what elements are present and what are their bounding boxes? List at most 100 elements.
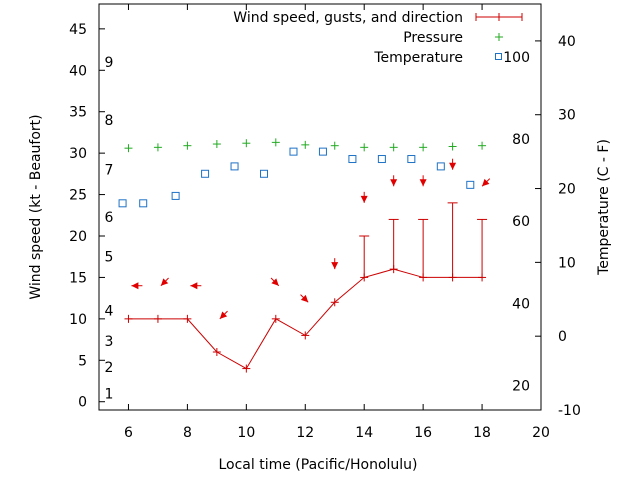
y-tick-label: 35 [69, 105, 87, 121]
temperature-point [318, 147, 327, 156]
temperature-point [171, 191, 180, 200]
beaufort-label: 2 [105, 360, 114, 376]
pressure-point [478, 141, 487, 150]
x-tick-label: 14 [355, 425, 373, 441]
y2-axis-label: Temperature (C - F) [596, 139, 612, 276]
wind-direction-arrow [270, 277, 280, 287]
x-tick-label: 18 [473, 425, 491, 441]
legend-pressure-label: Pressure [403, 30, 463, 46]
pressure-point [124, 144, 133, 153]
y-tick-label: 5 [78, 353, 87, 369]
fahrenheit-label: 40 [512, 297, 530, 313]
legend: Wind speed, gusts, and direction Pressur… [233, 10, 523, 66]
legend-wind-label: Wind speed, gusts, and direction [233, 10, 463, 26]
temperature-point [436, 162, 445, 171]
wind-point [330, 298, 339, 307]
y-tick-label: 15 [69, 270, 87, 286]
beaufort-label: 6 [105, 210, 114, 226]
plot-frame [98, 3, 542, 411]
temperature-point [407, 155, 416, 164]
wind-point [448, 273, 457, 282]
pressure-point [360, 143, 369, 152]
x-axis-label: Local time (Pacific/Honolulu) [218, 457, 417, 473]
temperature-point [230, 162, 239, 171]
legend-wind-swatch [475, 13, 523, 21]
y2-tick-label: 30 [558, 108, 576, 124]
wind-direction-arrow [160, 277, 169, 287]
wind-direction-arrow [390, 175, 398, 187]
temperature-point [139, 199, 148, 208]
x-tick-label: 12 [296, 425, 314, 441]
wind-point [360, 273, 369, 282]
x-tick-label: 8 [183, 425, 192, 441]
pressure-point [153, 143, 162, 152]
wind-point [301, 331, 310, 340]
y-axis-label: Wind speed (kt - Beaufort) [28, 114, 44, 299]
wind-point [242, 364, 251, 373]
wind-point [212, 348, 221, 356]
temperature-point [377, 155, 386, 164]
fahrenheit-label: 80 [512, 132, 530, 148]
x-tick-label: 6 [124, 425, 133, 441]
y2-tick-label: 0 [558, 329, 567, 345]
wind-direction-arrow [449, 158, 457, 170]
x-tick-label: 10 [237, 425, 255, 441]
y-tick-label: 10 [69, 312, 87, 328]
wind-direction-arrow [300, 294, 309, 303]
y2-tick-label: 10 [558, 255, 576, 271]
temperature-point [466, 180, 475, 189]
pressure-point [419, 143, 428, 152]
wind-point [153, 314, 162, 323]
wind-point [183, 314, 192, 323]
tick-layer: 6 8 10 12 14 16 18 20051015202530354045-1001020… [69, 4, 581, 441]
legend-temperature-swatch [495, 53, 502, 60]
beaufort-label: 1 [105, 386, 114, 402]
wind-point [389, 265, 398, 274]
beaufort-label: 7 [105, 163, 114, 179]
beaufort-label: 4 [105, 304, 114, 320]
fahrenheit-label: 20 [512, 379, 530, 395]
x-tick-label: 16 [414, 425, 432, 441]
wind-point [124, 314, 133, 323]
pressure-point [242, 139, 251, 148]
y2-tick-label: -10 [558, 403, 581, 419]
wind-point [419, 273, 428, 282]
fahrenheit-label: 60 [512, 214, 530, 230]
legend-pressure-swatch [495, 33, 503, 41]
pressure-point [212, 140, 221, 149]
y-tick-label: 25 [69, 188, 87, 204]
wind-direction-arrow [190, 282, 202, 290]
pressure-point [389, 143, 398, 152]
wind-direction-arrow [419, 175, 427, 187]
y-tick-label: 45 [69, 22, 87, 38]
wind-direction-arrow [331, 258, 339, 270]
temperature-point [348, 155, 357, 164]
y-tick-label: 40 [69, 63, 87, 79]
pressure-point [183, 141, 192, 150]
y2-tick-label: 20 [558, 182, 576, 198]
y2-tick-label: 40 [558, 34, 576, 50]
temperature-point [201, 169, 210, 178]
data-layer [118, 138, 491, 373]
beaufort-label: 8 [105, 113, 114, 129]
wind-speed-line [128, 268, 483, 370]
wind-point [478, 273, 487, 282]
temperature-point [118, 199, 127, 208]
x-tick-label: 20 [532, 425, 550, 441]
wind-point [271, 314, 280, 323]
legend-temperature-label: Temperature [373, 50, 463, 66]
pressure-point [330, 141, 339, 150]
pressure-point [448, 142, 457, 151]
y-tick-label: 20 [69, 229, 87, 245]
wind-direction-arrow [481, 178, 491, 187]
beaufort-label: 3 [105, 334, 114, 350]
fahrenheit-label: 100 [503, 50, 530, 66]
y-tick-label: 30 [69, 146, 87, 162]
beaufort-label: 9 [105, 55, 114, 71]
y-tick-label: 0 [78, 395, 87, 411]
pressure-point [271, 138, 280, 147]
temperature-point [289, 147, 298, 156]
temperature-point [260, 169, 269, 178]
wind-direction-arrow [360, 191, 368, 203]
